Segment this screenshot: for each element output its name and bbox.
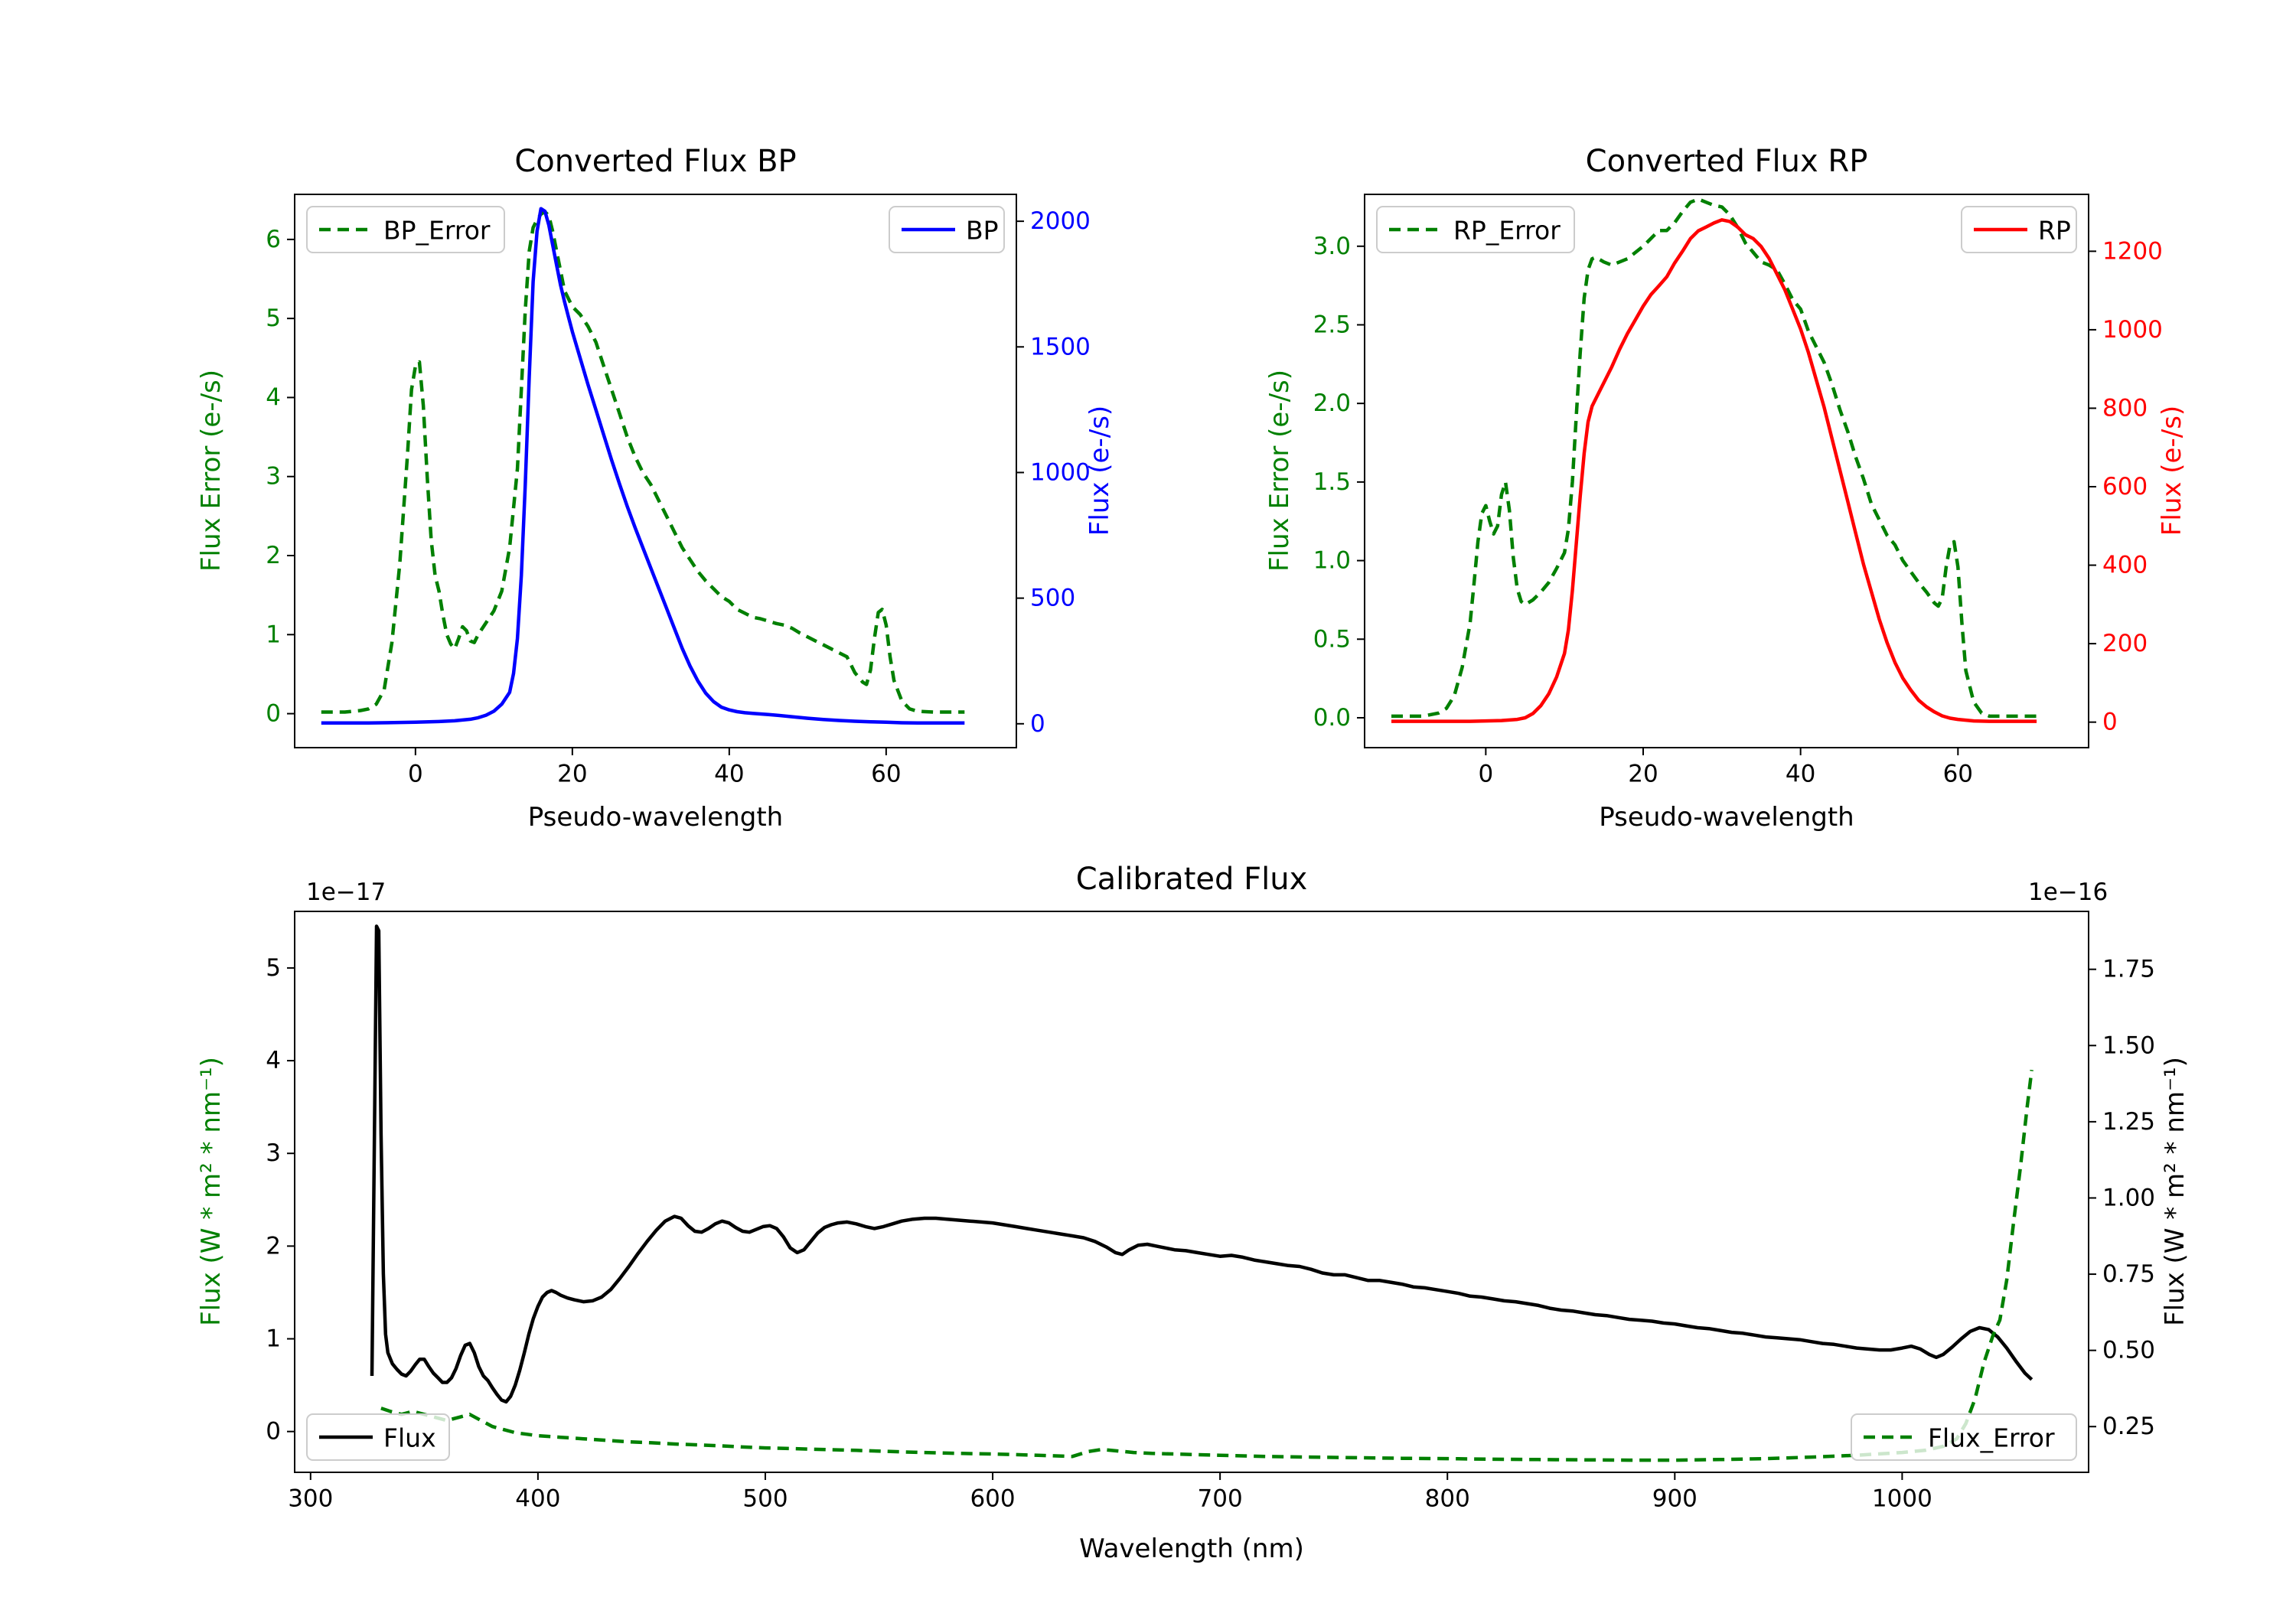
x-tick-label: 800: [1425, 1485, 1470, 1512]
left-tick-label: 0: [266, 700, 281, 728]
left-tick-label: 1.5: [1313, 468, 1351, 496]
legend-label: RP_Error: [1453, 216, 1561, 246]
rp-error-line: [1391, 197, 2037, 719]
left-tick-label: 4: [266, 1047, 281, 1074]
x-tick-label: 40: [1786, 760, 1815, 787]
legend-bp: BP: [889, 206, 1005, 253]
left-tick-label: 3.0: [1313, 233, 1351, 260]
right-tick-label: 0.50: [2102, 1337, 2155, 1364]
x-tick-label: 500: [742, 1485, 788, 1512]
x-tick-label: 600: [970, 1485, 1015, 1512]
x-tick-label: 1000: [1872, 1485, 1932, 1512]
x-tick-label: 0: [408, 760, 423, 787]
legend-flux: Flux: [306, 1413, 450, 1461]
right-tick-label: 200: [2102, 630, 2148, 657]
chart-rp-ylabel-right: Flux (e-/s): [2157, 405, 2187, 536]
right-tick-label: 1200: [2102, 237, 2163, 265]
x-tick-label: 60: [1943, 760, 1973, 787]
right-tick-label: 1000: [2102, 316, 2163, 344]
right-tick-label: 600: [2102, 473, 2148, 500]
right-tick-label: 1.50: [2102, 1032, 2155, 1059]
left-tick-label: 2: [266, 542, 281, 569]
right-tick-label: 1.75: [2102, 956, 2155, 983]
right-tick-label: 1.25: [2102, 1108, 2155, 1136]
chart-bp-ylabel-left: Flux Error (e-/s): [196, 369, 227, 572]
chart-rp-ylabel-left: Flux Error (e-/s): [1264, 369, 1295, 572]
left-tick-label: 1.0: [1313, 547, 1351, 575]
left-tick-label: 4: [266, 383, 281, 411]
right-tick-label: 2000: [1030, 207, 1091, 235]
chart-rp-xlabel: Pseudo-wavelength: [1599, 802, 1854, 833]
legend-box: [1851, 1413, 2077, 1461]
x-tick-label: 60: [871, 760, 901, 787]
left-tick-label: 5: [266, 305, 281, 332]
plot-frame: [294, 911, 2089, 1473]
chart-calibrated-xlabel: Wavelength (nm): [1079, 1534, 1304, 1564]
right-tick-label: 1.00: [2102, 1184, 2155, 1211]
right-tick-label: 0.25: [2102, 1413, 2155, 1440]
plot-frame: [294, 194, 1017, 748]
chart-bp-ylabel-right: Flux (e-/s): [1084, 405, 1115, 536]
flux-line: [370, 924, 2033, 1404]
legend-flux-error: Flux_Error: [1851, 1413, 2077, 1461]
right-tick-label: 500: [1030, 585, 1075, 612]
plot-frame: [1364, 194, 2089, 748]
rp-line: [1391, 218, 2037, 723]
legend-rp: RP: [1961, 206, 2077, 253]
legend-box: [1376, 206, 1575, 253]
chart-calibrated-canvas: 300 400 500 600 700 800 900 1000 0 1 2 3 4 5 0.25 0.50 0…: [266, 911, 2155, 1512]
left-tick-label: 2.0: [1313, 390, 1351, 417]
left-tick-label: 2.5: [1313, 311, 1351, 338]
x-tick-label: 40: [714, 760, 744, 787]
x-tick-label: 900: [1652, 1485, 1698, 1512]
left-tick-label: 5: [266, 954, 281, 982]
bp-line: [321, 207, 965, 725]
chart-rp-canvas: 0 20 40 60 0.0 0.5 1.0 1.5 2.0 2.5 3.0 0 200 400 600 80…: [1313, 194, 2163, 787]
x-tick-label: 300: [288, 1485, 333, 1512]
left-tick-label: 0: [266, 1418, 281, 1446]
right-tick-label: 400: [2102, 552, 2148, 579]
left-axis-offset-text: 1e−17: [306, 878, 386, 906]
left-tick-label: 2: [266, 1232, 281, 1260]
right-tick-label: 0.75: [2102, 1260, 2155, 1288]
x-tick-label: 0: [1478, 760, 1493, 787]
legend-label: RP: [2038, 216, 2071, 246]
legend-box: [306, 206, 505, 253]
x-tick-label: 400: [515, 1485, 560, 1512]
left-tick-label: 1: [266, 1325, 281, 1353]
chart-bp-title: Converted Flux BP: [514, 144, 797, 179]
right-axis-offset-text: 1e−16: [2028, 878, 2108, 906]
legend-label: BP: [966, 216, 999, 246]
chart-rp-title: Converted Flux RP: [1585, 144, 1868, 179]
legend-box: [306, 1413, 450, 1461]
chart-bp-xlabel: Pseudo-wavelength: [527, 802, 784, 833]
chart-calibrated-ylabel-right: Flux (W * m² * nm⁻¹): [2160, 1057, 2190, 1326]
legend-label: Flux_Error: [1928, 1423, 2055, 1453]
bp-error-line: [321, 210, 965, 714]
left-tick-label: 0.0: [1313, 704, 1351, 732]
legend-label: BP_Error: [383, 216, 491, 246]
left-tick-label: 3: [266, 463, 281, 491]
right-tick-label: 800: [2102, 394, 2148, 422]
x-tick-label: 20: [1628, 760, 1658, 787]
chart-calibrated-ylabel-left: Flux (W * m² * nm⁻¹): [196, 1057, 227, 1326]
right-tick-label: 0: [1030, 710, 1045, 738]
x-tick-label: 700: [1198, 1485, 1243, 1512]
right-tick-label: 1000: [1030, 458, 1091, 486]
left-tick-label: 0.5: [1313, 625, 1351, 653]
left-tick-label: 3: [266, 1139, 281, 1167]
left-tick-label: 6: [266, 226, 281, 253]
legend-label: Flux: [383, 1423, 436, 1453]
chart-calibrated-title: Calibrated Flux: [1075, 862, 1308, 897]
right-tick-label: 0: [2102, 709, 2118, 736]
x-tick-label: 20: [557, 760, 587, 787]
right-tick-label: 1500: [1030, 333, 1091, 360]
legend-rp-error: RP_Error: [1376, 206, 1575, 253]
legend-bp-error: BP_Error: [306, 206, 505, 253]
left-tick-label: 1: [266, 621, 281, 648]
